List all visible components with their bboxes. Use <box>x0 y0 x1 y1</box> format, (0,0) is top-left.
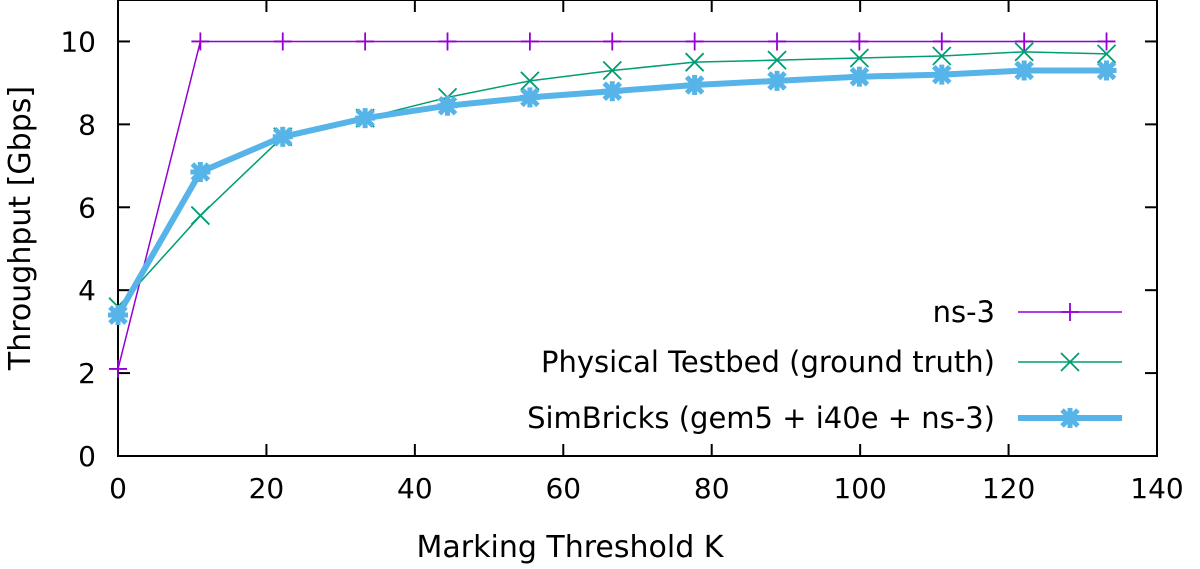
data-point <box>932 46 952 66</box>
data-point <box>1015 32 1034 51</box>
series-layer <box>108 32 1117 378</box>
data-point <box>272 126 293 147</box>
y-tick-label: 4 <box>78 274 96 307</box>
data-point <box>1014 60 1035 81</box>
y-tick-label: 2 <box>78 357 96 390</box>
data-point <box>1096 60 1117 81</box>
legend-marker <box>1060 352 1080 372</box>
axis-ticks: 0 20 40 60 80 100 120 140 0 2 4 6 8 10 <box>60 0 1184 505</box>
legend-label: Physical Testbed (ground truth) <box>541 345 995 379</box>
data-point <box>931 64 952 85</box>
data-point <box>767 50 787 70</box>
x-tick-label: 140 <box>1130 472 1183 505</box>
data-point <box>356 32 375 51</box>
data-point <box>520 32 539 51</box>
x-tick-label: 20 <box>249 472 285 505</box>
data-point <box>519 87 540 108</box>
y-axis-label: Throughput [Gbps] <box>3 86 38 371</box>
x-tick-label: 0 <box>109 472 127 505</box>
y-tick-label: 0 <box>78 440 96 473</box>
series-0 <box>109 32 1116 378</box>
x-tick-label: 100 <box>833 472 886 505</box>
legend-label: SimBricks (gem5 + i40e + ns-3) <box>527 401 995 435</box>
data-point <box>437 95 458 116</box>
legend: ns-3 Physical Testbed (ground truth) SimBr… <box>527 295 1122 435</box>
data-point <box>273 32 292 51</box>
data-point <box>438 32 457 51</box>
data-point <box>768 32 787 51</box>
data-point <box>603 32 622 51</box>
y-tick-label: 10 <box>60 25 96 58</box>
data-point <box>190 162 211 183</box>
data-point <box>191 32 210 51</box>
data-point <box>602 81 623 102</box>
x-tick-label: 60 <box>545 472 581 505</box>
data-point <box>685 32 704 51</box>
data-point <box>684 74 705 95</box>
series-line <box>115 67 1107 317</box>
data-point <box>602 60 622 81</box>
y-tick-label: 6 <box>78 191 96 224</box>
data-point <box>108 305 128 326</box>
data-point <box>355 108 376 129</box>
x-tick-label: 80 <box>694 472 730 505</box>
x-tick-label: 120 <box>982 472 1035 505</box>
data-point <box>1014 42 1034 62</box>
data-point <box>685 52 705 72</box>
y-tick-label: 8 <box>78 108 96 141</box>
data-point <box>932 32 951 51</box>
legend-label: ns-3 <box>933 295 995 329</box>
data-point <box>849 48 870 68</box>
data-point <box>190 205 211 226</box>
data-point <box>1097 32 1116 51</box>
data-point <box>767 70 788 91</box>
plot-frame <box>117 0 1158 457</box>
data-point <box>849 66 870 87</box>
series-2 <box>108 60 1117 326</box>
x-tick-label: 40 <box>397 472 433 505</box>
legend-marker <box>1061 303 1079 321</box>
data-point <box>109 359 127 378</box>
data-point <box>1096 44 1117 64</box>
legend-marker <box>1060 408 1080 428</box>
data-point <box>850 32 869 51</box>
x-axis-label: Marking Threshold K <box>417 530 725 565</box>
data-point <box>520 71 540 91</box>
